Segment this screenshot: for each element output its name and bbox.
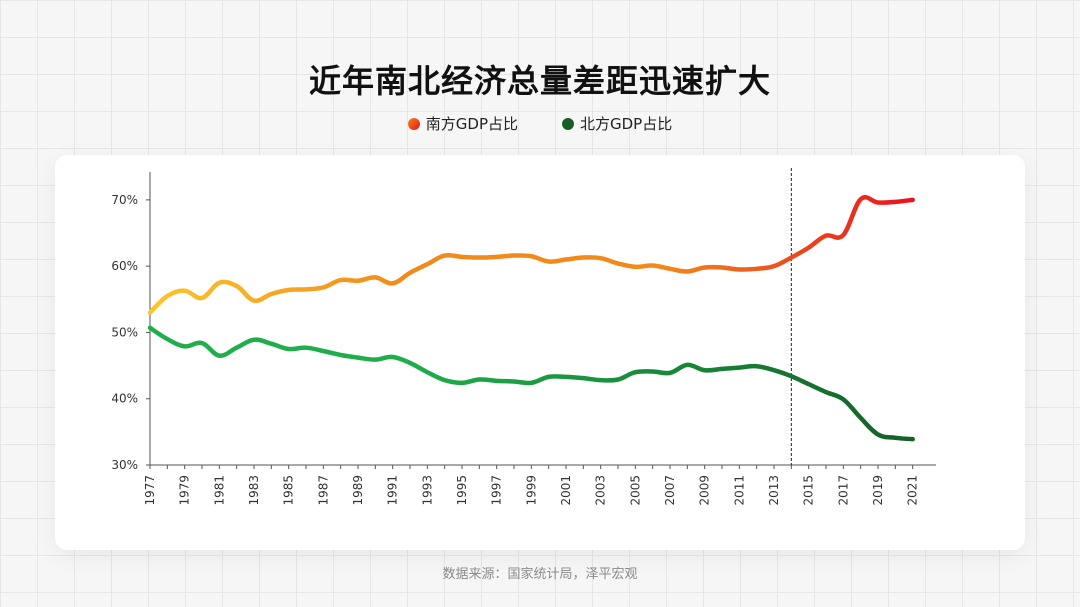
x-tick-label: 1981 <box>212 475 226 506</box>
x-tick-label: 1985 <box>282 475 296 506</box>
legend-label-north: 北方GDP占比 <box>580 115 673 133</box>
chart-card: 30% 40% 50% 60% 70% 1977 1979 1981 1983 1985 1987 1… <box>55 155 1025 550</box>
x-tick-label: 2015 <box>802 475 816 506</box>
legend-dot-north-icon <box>562 117 574 130</box>
x-tick-label: 2007 <box>663 475 677 506</box>
x-tick-label: 1979 <box>178 475 192 506</box>
series-line-north <box>147 325 915 442</box>
source-note: 数据来源：国家统计局，泽平宏观 <box>442 567 638 582</box>
x-tick-label: 2009 <box>698 475 712 506</box>
x-tick-label: 1977 <box>143 475 157 506</box>
chart-axes: 30% 40% 50% 60% 70% 1977 1979 1981 1983 1985 1987 1… <box>111 168 936 506</box>
line-chart: 30% 40% 50% 60% 70% 1977 1979 1981 1983 1985 1987 1… <box>111 168 936 506</box>
legend-item-south: 南方GDP占比 <box>407 113 518 134</box>
x-tick-label: 2005 <box>628 475 642 506</box>
x-tick-label: 2013 <box>767 475 781 506</box>
x-tick-label: 1995 <box>455 475 469 506</box>
y-tick-label: 70% <box>111 193 138 207</box>
chart-legend: 南方GDP占比 北方GDP占比 <box>0 113 1080 134</box>
y-tick-label: 50% <box>111 325 138 339</box>
y-tick-label: 40% <box>111 392 138 406</box>
x-tick-label: 1983 <box>247 475 261 506</box>
x-tick-label: 2011 <box>732 475 746 506</box>
legend-dot-south-icon <box>407 117 420 130</box>
legend-item-north: 北方GDP占比 <box>562 113 672 134</box>
x-tick-label: 1999 <box>524 475 538 506</box>
x-tick-label: 1987 <box>316 475 330 506</box>
chart-series <box>147 194 915 442</box>
y-tick-label: 60% <box>111 259 138 273</box>
chart-title: 近年南北经济总量差距迅速扩大 <box>308 62 771 100</box>
x-tick-label: 1993 <box>420 475 434 506</box>
x-tick-label: 1991 <box>386 475 400 506</box>
y-tick-label: 30% <box>111 458 138 472</box>
x-tick-label: 1997 <box>490 475 504 506</box>
x-tick-label: 2001 <box>559 475 573 506</box>
x-tick-label: 2021 <box>906 475 920 506</box>
x-tick-label: 2017 <box>836 475 850 506</box>
x-tick-label: 2019 <box>871 475 885 506</box>
legend-label-south: 南方GDP占比 <box>425 115 518 133</box>
x-tick-label: 2003 <box>594 475 608 506</box>
x-tick-label: 1989 <box>351 475 365 506</box>
series-line-south <box>147 194 915 315</box>
